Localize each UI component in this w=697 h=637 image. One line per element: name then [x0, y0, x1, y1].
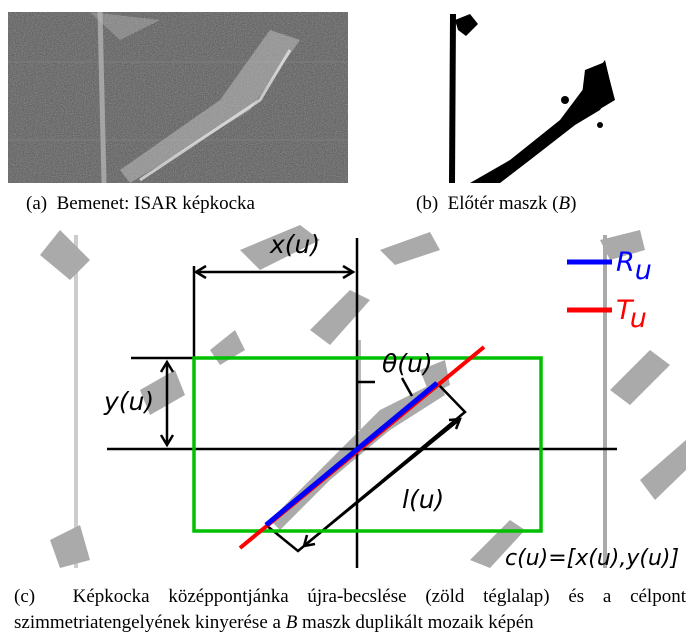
center-label: c(u)=[x(u),y(u)] [505, 546, 679, 571]
figure: x(u) y(u) θ(u) l(u) c(u)=[x(u),y(u)] RuT… [0, 0, 697, 637]
legend-label: Tu [616, 295, 647, 334]
legend-symbol: R [616, 247, 635, 278]
caption-italic: B [286, 612, 298, 633]
caption-text: maszk duplikált mozaik képén [297, 612, 533, 633]
caption-italic: B [558, 193, 570, 214]
x-label: x(u) [269, 230, 320, 259]
caption-text: ) [570, 193, 576, 214]
caption-c: (c) Képkocka középpontjánka újra-becslés… [14, 584, 686, 636]
y-label: y(u) [103, 387, 154, 416]
theta-label: θ(u) [382, 349, 433, 378]
legend-subscript: u [630, 303, 647, 334]
figure-graphics: x(u) y(u) θ(u) l(u) c(u)=[x(u),y(u)] RuT… [0, 0, 697, 637]
caption-label: (a) [26, 193, 47, 214]
l-label: l(u) [402, 485, 444, 514]
caption-text: Bemenet: ISAR képkocka [57, 193, 255, 214]
caption-text: Előtér maszk ( [448, 193, 559, 214]
legend-label: Ru [616, 247, 652, 286]
caption-label: (c) [14, 586, 35, 607]
isar-image [8, 12, 348, 183]
mask-image [440, 12, 615, 183]
caption-b: (b) Előtér maszk (B) [416, 193, 576, 215]
caption-a: (a) Bemenet: ISAR képkocka [26, 193, 255, 215]
caption-label: (b) [416, 193, 438, 214]
legend-subscript: u [635, 255, 652, 286]
